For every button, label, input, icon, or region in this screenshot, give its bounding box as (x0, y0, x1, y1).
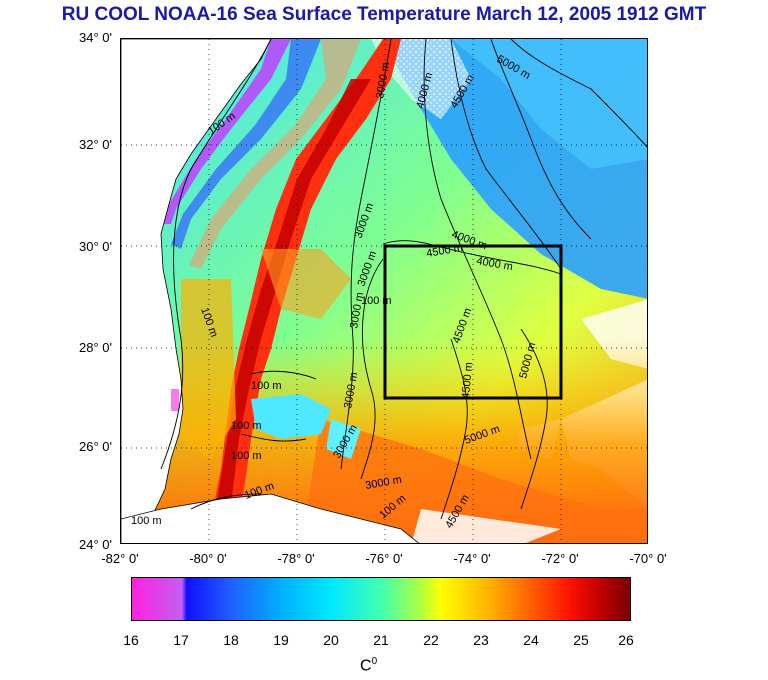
sst-map-canvas: 3000 m 4000 m 4500 m 5000 m 100 m 100 m … (121, 39, 647, 543)
bahama-bank (251, 394, 331, 439)
colorbar-tick: 16 (123, 632, 139, 648)
contour-label: 4500 m (460, 362, 475, 400)
map-title: RU COOL NOAA-16 Sea Surface Temperature … (61, 4, 707, 25)
lat-label-30: 30° 0' (79, 239, 112, 254)
lon-label-70: -70° 0' (629, 551, 667, 566)
lat-label-28: 28° 0' (79, 340, 112, 355)
gulf-stream (201, 39, 401, 543)
cold-shelf-water (161, 39, 291, 224)
contour-label: 100 m (231, 420, 262, 432)
colorbar-tick: 24 (523, 632, 539, 648)
florida-land (121, 39, 272, 520)
lon-label-82: -82° 0' (101, 551, 139, 566)
contour-label: 100 m (131, 515, 162, 527)
colorbar-unit: C0 (360, 656, 377, 675)
lon-label-80: -80° 0' (189, 551, 227, 566)
temperature-colorbar (131, 577, 631, 621)
lat-label-32: 32° 0' (79, 137, 112, 152)
contour-label: 100 m (231, 450, 262, 462)
lat-label-34: 34° 0' (79, 30, 112, 45)
colorbar-unit-base: C (360, 657, 372, 675)
lon-label-78: -78° 0' (277, 551, 315, 566)
contour-label: 100 m (251, 380, 282, 392)
colorbar-tick: 22 (423, 632, 439, 648)
colorbar-tick: 19 (273, 632, 289, 648)
study-area-box (383, 244, 563, 400)
colorbar-tick: 23 (473, 632, 489, 648)
lat-label-26: 26° 0' (79, 439, 112, 454)
colorbar-tick: 21 (373, 632, 389, 648)
colorbar-tick: 17 (173, 632, 189, 648)
cuba-land (121, 493, 420, 543)
sst-map: 3000 m 4000 m 4500 m 5000 m 100 m 100 m … (120, 38, 648, 544)
colorbar-tick: 26 (618, 632, 634, 648)
lon-label-76: -76° 0' (365, 551, 403, 566)
lon-label-72: -72° 0' (541, 551, 579, 566)
lat-label-24: 24° 0' (79, 537, 112, 552)
colorbar-tick: 20 (323, 632, 339, 648)
lon-label-74: -74° 0' (453, 551, 491, 566)
colorbar-unit-sup: 0 (371, 656, 378, 667)
bathymetry-contours (160, 39, 647, 520)
contour-label: 100 m (361, 295, 392, 307)
colorbar-tick: 18 (223, 632, 239, 648)
colorbar-tick: 25 (573, 632, 589, 648)
